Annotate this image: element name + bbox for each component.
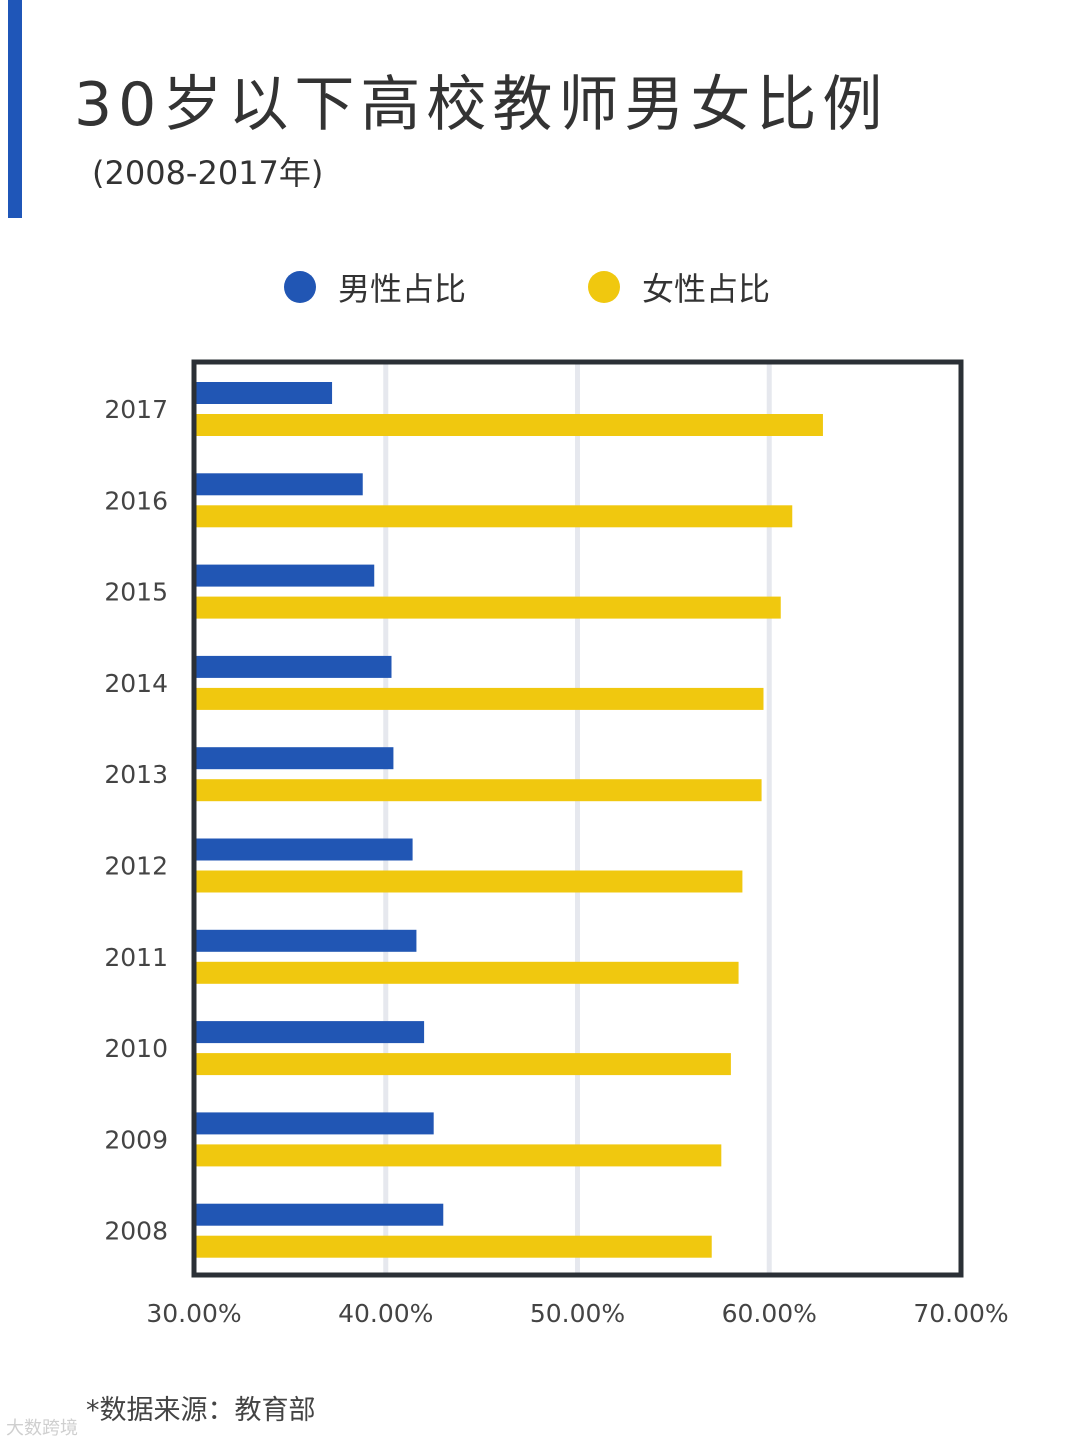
legend-item-female: 女性占比 [588,262,770,312]
bar-female [194,596,781,619]
y-tick-label: 2014 [104,669,168,698]
y-tick-label: 2015 [104,578,168,607]
bar-male [194,382,333,404]
legend-dot-male [284,271,316,303]
x-tick-label: 70.00% [913,1299,1008,1328]
bar-male [194,655,392,678]
watermark-text: 大数跨境 [6,1418,78,1439]
bar-male [194,1112,434,1135]
bar-female [194,414,823,436]
bar-male [194,473,363,496]
bar-female [194,505,793,528]
legend-label-female: 女性占比 [642,270,771,308]
bar-female [194,1053,731,1076]
x-tick-label: 30.00% [146,1299,241,1328]
plot-frame [191,359,964,1278]
bar-male [194,1203,444,1226]
y-tick-label: 2012 [104,852,168,881]
bar-female [194,1144,722,1167]
x-tick-label: 60.00% [722,1299,817,1328]
y-tick-label: 2013 [104,760,168,789]
y-tick-label: 2010 [104,1034,168,1063]
bar-female [194,779,762,802]
x-tick-label: 40.00% [338,1299,433,1328]
bar-chart: 2017 2016 2015 2014 2013 2012 2011 2010 2009 2008… [104,359,1009,1328]
legend-label-male: 男性占比 [338,270,467,308]
bar-male [194,838,413,861]
y-tick-label: 2008 [104,1217,168,1246]
y-tick-label: 2017 [104,395,168,424]
chart-title: 30岁以下高校教师男女比例 [74,70,889,140]
bar-female [194,870,743,893]
legend-item-male: 男性占比 [284,262,466,312]
y-tick-label: 2009 [104,1125,168,1154]
legend: 男性占比 女性占比 [0,262,1080,312]
bar-female [194,961,739,984]
accent-bar [8,0,22,218]
bar-male [194,747,394,770]
chart-subtitle: (2008-2017年) [92,154,324,192]
legend-dot-female [588,271,620,303]
bar-male [194,1021,425,1044]
y-tick-label: 2016 [104,486,168,515]
bar-female [194,1235,712,1258]
bar-male [194,564,375,587]
data-source: *数据来源：教育部 [86,1395,316,1426]
bar-female [194,687,764,710]
bar-male [194,929,417,952]
x-tick-label: 50.00% [530,1299,625,1328]
y-tick-label: 2011 [104,943,168,972]
